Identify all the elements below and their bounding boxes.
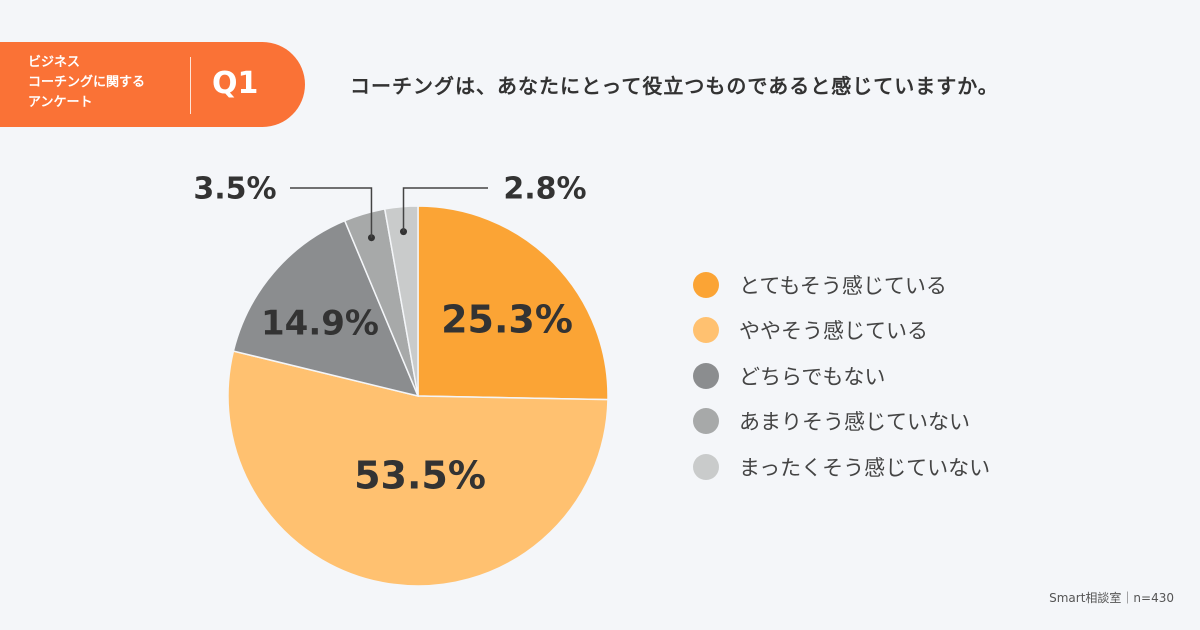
data-label: 25.3%	[441, 298, 573, 342]
badge-divider	[190, 57, 191, 114]
legend-item: とてもそう感じている	[693, 262, 990, 308]
legend: とてもそう感じている ややそう感じている どちらでもない あまりそう感じていない…	[693, 262, 990, 490]
legend-item: どちらでもない	[693, 353, 990, 399]
legend-label: どちらでもない	[739, 364, 886, 389]
badge-line-3: アンケート	[28, 95, 93, 110]
leader-line	[290, 187, 373, 238]
legend-swatch	[693, 271, 719, 298]
pie-slice	[227, 350, 609, 587]
legend-swatch	[693, 453, 719, 480]
survey-badge: ビジネス コーチングに関する アンケート Q1	[0, 42, 305, 127]
legend-label: あまりそう感じていない	[739, 410, 970, 435]
pie-slice	[383, 205, 419, 397]
legend-label: ややそう感じている	[739, 319, 928, 344]
legend-label: まったくそう感じていない	[739, 455, 991, 480]
question-text: コーチングは、あなたにとって役立つものであると感じていますか。	[350, 74, 999, 98]
legend-swatch	[693, 408, 719, 435]
data-label: 3.5%	[193, 172, 276, 207]
legend-swatch	[693, 362, 719, 389]
data-label: 2.8%	[503, 172, 586, 207]
data-label: 14.9%	[261, 304, 379, 344]
pie-slice	[232, 219, 420, 398]
legend-item: ややそう感じている	[693, 308, 990, 354]
legend-item: あまりそう感じていない	[693, 399, 990, 445]
legend-item: まったくそう感じていない	[693, 444, 990, 490]
leader-line	[402, 187, 488, 232]
badge-subtitle: ビジネス コーチングに関する アンケート	[28, 53, 145, 113]
pie-slice	[417, 205, 609, 401]
data-label: 53.5%	[354, 454, 486, 498]
badge-line-1: ビジネス	[28, 55, 81, 70]
question-number: Q1	[212, 66, 259, 101]
source-note: Smart相談室｜n=430	[1049, 591, 1174, 605]
legend-swatch	[693, 317, 719, 344]
badge-line-2: コーチングに関する	[28, 75, 146, 90]
legend-label: とてもそう感じている	[739, 273, 947, 298]
